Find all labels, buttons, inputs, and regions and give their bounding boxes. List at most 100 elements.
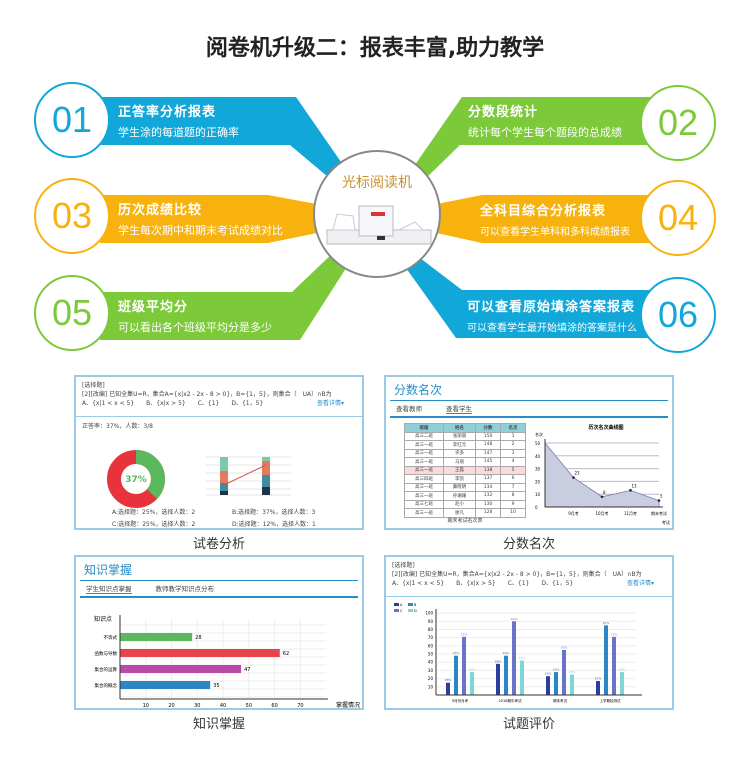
x-tick-label: 70 bbox=[297, 703, 303, 709]
y-tick-label: 10 bbox=[535, 492, 541, 497]
table-row: 高三一班 马丽 145 4 bbox=[403, 457, 526, 467]
ribbon-05 bbox=[100, 250, 350, 340]
ribbon-06 bbox=[406, 258, 650, 338]
legend-swatch bbox=[408, 609, 413, 612]
view-details-link[interactable]: 查看详情▾ bbox=[316, 400, 344, 407]
table-cell: 高三一班 bbox=[403, 448, 445, 458]
data-label: 28 bbox=[195, 635, 201, 641]
feature-desc: 学生涂的每道题的正确率 bbox=[118, 126, 239, 139]
table-cell: 高三一班 bbox=[403, 508, 445, 518]
data-label: 35 bbox=[213, 683, 219, 689]
bar bbox=[570, 674, 574, 695]
feature-title: 正答率分析报表 bbox=[118, 105, 217, 120]
table-row: 高三一班 王磊 138 5 bbox=[403, 465, 526, 475]
tab-student[interactable]: 查看学生 bbox=[446, 405, 472, 414]
feature-title: 可以查看原始填涂答案报表 bbox=[467, 300, 636, 315]
bar bbox=[470, 672, 474, 695]
table-cell: 128 bbox=[475, 508, 501, 518]
question-options: A、{x|1 < x < 5} B、{x|x > 5} C、{1} D、{1，5… bbox=[392, 580, 574, 587]
y-tick-label: 10 bbox=[428, 684, 434, 689]
feature-01: 正答率分析报表学生涂的每道题的正确率 bbox=[118, 101, 239, 140]
caption-score-rank: 分数名次 bbox=[502, 537, 555, 552]
column-header: 班级 bbox=[403, 423, 445, 433]
question-type: [选择题] bbox=[392, 562, 415, 569]
number-circle-02: 02 bbox=[640, 85, 716, 161]
legend-swatch bbox=[408, 603, 413, 606]
table-cell: 李凯 bbox=[443, 474, 477, 484]
page-title: 阅卷机升级二：报表丰富,助力教学 bbox=[205, 36, 545, 61]
data-label: 17% bbox=[595, 677, 602, 681]
question-eval-chart: A B C D 10 20 30 40 50 60 70 80 90 100 15% 48% 71% 28% 9月份… bbox=[394, 603, 642, 703]
table-cell: 廖凡 bbox=[443, 508, 477, 518]
data-label: 62 bbox=[283, 651, 289, 657]
x-axis-label: 掌握情况 bbox=[336, 701, 360, 709]
stacked-bar-chart bbox=[206, 456, 291, 496]
table-cell: 4 bbox=[500, 457, 526, 467]
caption-question-eval: 试题评价 bbox=[502, 717, 555, 732]
feature-desc: 统计每个学生每个题段的总成绩 bbox=[468, 126, 622, 139]
tabs: 学生知识点掌握 教师教学知识点分布 bbox=[80, 580, 358, 598]
panel-knowledge: 知识掌握 学生知识点掌握 教师教学知识点分布 知识点 掌握情况 10 20 30 40 50 6… bbox=[74, 555, 364, 710]
table-cell: 1 bbox=[500, 431, 526, 441]
data-label: 15% bbox=[445, 678, 452, 682]
table-row: 高三四班 李凯 137 6 bbox=[403, 474, 526, 484]
number-circle-01: 01 bbox=[34, 82, 110, 158]
omr-scanner-icon bbox=[326, 205, 432, 245]
y-axis-label: 名次 bbox=[535, 431, 543, 437]
table-row: 高三一班 李红元 148 2 bbox=[403, 440, 526, 450]
y-tick-label: 90 bbox=[428, 619, 434, 624]
table-row: 高三一班 廉晓明 134 7 bbox=[403, 482, 526, 492]
table-cell: 10 bbox=[500, 508, 526, 518]
bar bbox=[120, 681, 211, 689]
tab-teacher-knowledge[interactable]: 教师教学知识点分布 bbox=[155, 585, 215, 593]
question-text: [2][改编] 已知全集U=R，集合A={x|x2 - 2x - 8 > 0}，… bbox=[392, 571, 642, 578]
data-label: 71% bbox=[611, 632, 618, 636]
tab-teacher[interactable]: 查看教师 bbox=[396, 405, 422, 413]
table-row: 高三七班 赵小 130 9 bbox=[403, 499, 526, 509]
y-axis-label: 知识点 bbox=[94, 615, 112, 623]
table-cell: 王磊 bbox=[443, 465, 477, 475]
column-header: 分数 bbox=[475, 423, 501, 433]
ribbon-03 bbox=[100, 195, 322, 243]
question-options-row: 查看详情▾ A、{x|1 < x < 5} B、{x|x > 5} C、{1} D… bbox=[392, 579, 666, 588]
ribbons bbox=[100, 97, 650, 340]
table-cell: 7 bbox=[500, 482, 526, 492]
question-type: [选择题] bbox=[82, 382, 105, 389]
data-label: 71% bbox=[461, 632, 468, 636]
table-cell: 许多 bbox=[443, 448, 477, 458]
view-details-link[interactable]: 查看详情▾ bbox=[626, 580, 654, 587]
legend-swatch bbox=[394, 603, 399, 606]
x-axis-label: 考试 bbox=[662, 519, 670, 525]
data-label: 48% bbox=[453, 651, 460, 655]
bar bbox=[612, 636, 616, 695]
ribbon-04 bbox=[432, 195, 650, 243]
data-label: 47 bbox=[244, 667, 250, 673]
data-label: 13 bbox=[632, 483, 638, 488]
panel-score-rank: 分数名次 查看教师 查看学生 班级 姓名 分数 名次 高三二班 张丽丽 150 1 高三一班 李红元… bbox=[384, 375, 674, 530]
table-cell: 145 bbox=[475, 457, 501, 467]
bar bbox=[620, 672, 624, 695]
table-cell: 5 bbox=[500, 465, 526, 475]
data-label: 23 bbox=[575, 471, 581, 476]
feature-title: 分数段统计 bbox=[468, 105, 539, 120]
data-label: 48% bbox=[503, 651, 510, 655]
table-cell: 张丽丽 bbox=[443, 431, 477, 441]
tabs: 查看教师 查看学生 bbox=[390, 400, 668, 418]
category-label: 集合的运算 bbox=[95, 666, 118, 673]
tab-student-knowledge[interactable]: 学生知识点掌握 bbox=[86, 585, 132, 594]
table-cell: 李红元 bbox=[443, 440, 477, 450]
table-cell: 高三二班 bbox=[403, 431, 445, 441]
bar bbox=[554, 672, 558, 695]
correct-rate: 正答率：37%，人数：3/8 bbox=[82, 423, 153, 430]
panel-title: 知识掌握 bbox=[84, 563, 133, 577]
category-label: 集合的概念 bbox=[95, 682, 118, 689]
legend-label: C bbox=[400, 609, 403, 613]
table-cell: 赵小 bbox=[443, 499, 477, 509]
table-cell: 高三一班 bbox=[403, 465, 445, 475]
donut-correct bbox=[107, 450, 165, 508]
data-label: 55% bbox=[561, 645, 568, 649]
bar bbox=[120, 633, 193, 641]
table-cell: 高三一班 bbox=[403, 440, 445, 450]
y-tick-label: 80 bbox=[428, 627, 434, 632]
question-options-row: 查看详情▾ A、{x|1 < x < 5} B、{x|x > 5} C、{1} D… bbox=[82, 399, 356, 408]
